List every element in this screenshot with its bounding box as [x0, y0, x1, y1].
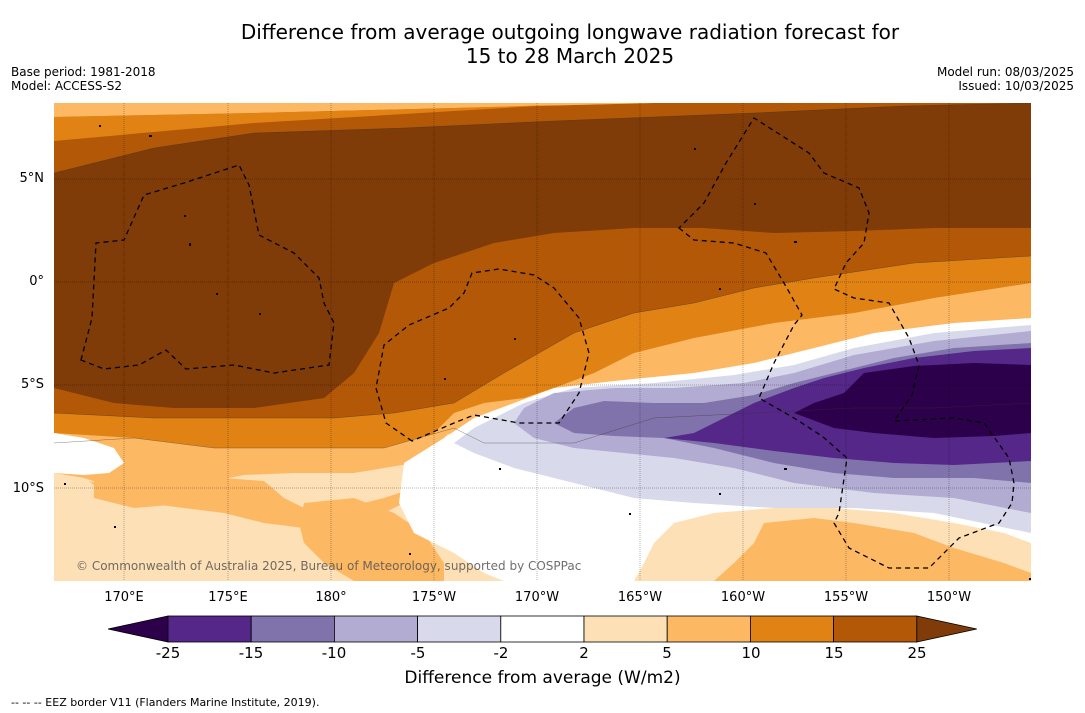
lon-label-170w: 170°W	[514, 590, 560, 605]
eez-borders	[80, 117, 1015, 569]
map-canvas: © Commonwealth of Australia 2025, Bureau…	[54, 103, 1031, 581]
lon-label-175e: 175°E	[208, 590, 248, 605]
graticule	[54, 103, 1031, 581]
copyright-notice: © Commonwealth of Australia 2025, Bureau…	[76, 559, 581, 573]
title-line-1: Difference from average outgoing longwav…	[240, 20, 900, 44]
map-title: Difference from average outgoing longwav…	[0, 20, 1085, 68]
lon-label-150w: 150°W	[926, 590, 972, 605]
lon-label-175w: 175°W	[411, 590, 457, 605]
lat-label-5s: 5°S	[20, 377, 44, 392]
meta-right: Model run: 08/03/2025 Issued: 10/03/2025	[937, 65, 1074, 93]
title-line-2: 15 to 28 March 2025	[465, 44, 675, 68]
colorbar-label: -2	[493, 644, 509, 662]
meta-left: Base period: 1981-2018 Model: ACCESS-S2	[11, 65, 156, 93]
colorbar-segment	[417, 615, 502, 643]
colorbar-segment	[750, 615, 835, 643]
colorbar-arrow-min	[108, 615, 169, 643]
colorbar-segment	[167, 615, 252, 643]
eez-legend-note: -- -- -- EEZ border V11 (Flanders Marine…	[11, 696, 320, 709]
lat-label-10s: 10°S	[12, 481, 44, 496]
anomaly-band-top-strip	[54, 103, 1031, 117]
anomaly-band-lt-neg-25	[794, 363, 1031, 438]
islands	[64, 125, 1031, 580]
model-run: Model run: 08/03/2025	[936, 65, 1074, 79]
colorbar-segment	[833, 615, 918, 643]
lon-label-160w: 160°W	[720, 590, 766, 605]
anomaly-band-5-10-west	[54, 428, 454, 488]
anomaly-band-gt-25	[54, 103, 1031, 408]
colorbar-segment	[500, 615, 585, 643]
colorbar-title: Difference from average (W/m2)	[404, 668, 681, 688]
model-name: Model: ACCESS-S2	[11, 79, 123, 93]
colorbar-segment	[666, 615, 751, 643]
colorbar-label: -25	[155, 644, 181, 662]
colorbar-label: -15	[238, 644, 264, 662]
base-period: Base period: 1981-2018	[11, 65, 156, 79]
colorbar-arrow-max	[916, 615, 977, 643]
colorbar-label: 15	[824, 644, 844, 662]
colorbar-label: -5	[410, 644, 426, 662]
colorbar-segment	[583, 615, 668, 643]
colorbar-label: -10	[321, 644, 347, 662]
colorbar-segment	[250, 615, 335, 643]
lon-label-180: 180°	[315, 590, 347, 605]
colorbar	[108, 615, 977, 643]
lat-label-0: 0°	[29, 274, 44, 289]
colorbar-segment	[333, 615, 418, 643]
issued-date: Issued: 10/03/2025	[958, 79, 1074, 93]
colorbar-label: 2	[579, 644, 589, 662]
lat-label-5n: 5°N	[19, 171, 45, 186]
colorbar-label: 5	[662, 644, 672, 662]
lon-label-165w: 165°W	[617, 590, 663, 605]
colorbar-label: 10	[741, 644, 761, 662]
colorbar-label: 25	[907, 644, 927, 662]
lon-label-170e: 170°E	[104, 590, 144, 605]
lon-label-155w: 155°W	[823, 590, 869, 605]
